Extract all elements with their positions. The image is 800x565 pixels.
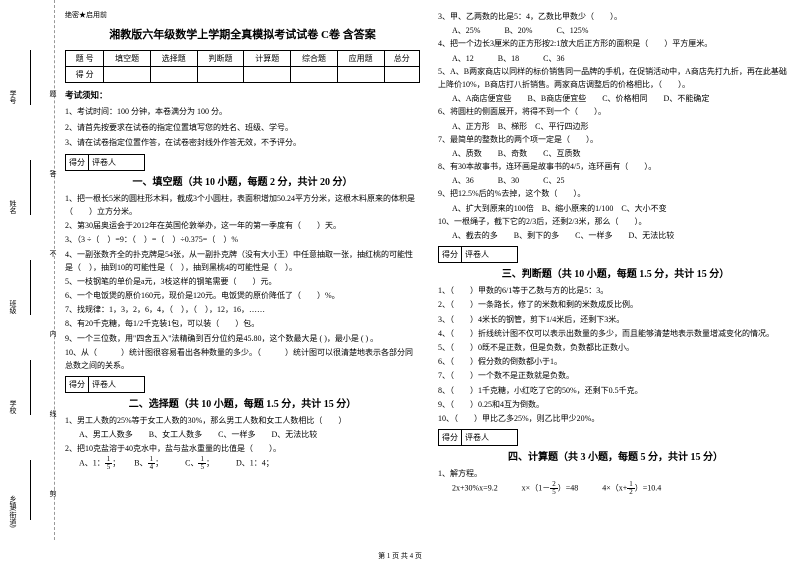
question: 5、A、B两家商店以同样的标价销售同一品牌的手机，在促销活动中，A商店先打九折，… — [438, 65, 793, 91]
question: 10、（ ）甲比乙多25%，则乙比甲少20%。 — [438, 412, 793, 425]
th: 应用题 — [337, 51, 384, 67]
bind-line — [30, 260, 31, 315]
options: A、12 B、18 C、36 — [438, 52, 793, 65]
score-label: 得分 — [66, 377, 89, 392]
bind-label-id: 学号 — [8, 90, 18, 104]
th: 综合题 — [291, 51, 338, 67]
exam-title: 湘教版六年级数学上学期全真模拟考试试卷 C卷 含答案 — [65, 26, 420, 42]
options: A、扩大到原来的100倍 B、缩小原来的1/100 C、大小不变 — [438, 202, 793, 215]
question: 9、一个三位数，用"四舍五入"法精确到百分位约是45.80，这个数最大是 ( )… — [65, 332, 420, 345]
cut-text: 剪 — [48, 490, 58, 497]
question: 3、（ ）4米长的钢管，剪下1/4米后，还剩下3米。 — [438, 313, 793, 326]
notice-item: 3、请在试卷指定位置作答，在试卷密封线外作答无效，不予评分。 — [65, 136, 420, 150]
section-score-box: 得分 评卷人 — [438, 429, 518, 446]
no-text: 不 — [48, 250, 58, 257]
question: 9、把12.5%后的%去掉，这个数（ ）。 — [438, 187, 793, 200]
th: 总分 — [384, 51, 419, 67]
section-score-box: 得分 评卷人 — [65, 376, 145, 393]
question: 3、（3 ÷（ ）=9：（ ）=（ ）÷0.375=（ ）% — [65, 233, 420, 246]
table-row: 得 分 — [66, 67, 420, 83]
equations: 2x+30%x=9.2 x×（1－25）=48 4×（x+12）=10.4 — [438, 481, 793, 496]
question: 3、甲、乙两数的比是5：4，乙数比甲数少（ ）。 — [438, 10, 793, 23]
question: 1、解方程。 — [438, 467, 793, 480]
score-table: 题 号 填空题 选择题 判断题 计算题 综合题 应用题 总分 得 分 — [65, 50, 420, 83]
section-score-box: 得分 评卷人 — [438, 246, 518, 263]
question: 5、（ ）0既不是正数，但是负数，负数都比正数小。 — [438, 341, 793, 354]
question: 8、（ ）1千克糖，小红吃了它的50%，还剩下0.5千克。 — [438, 384, 793, 397]
section-2-title: 二、选择题（共 10 小题，每题 1.5 分，共计 15 分） — [65, 395, 420, 410]
question: 7、（ ）一个数不是正数就是负数。 — [438, 369, 793, 382]
binding-column: 乡镇(街道) 学校 班级 姓名 学号 剪 线 内 不 答 题 — [0, 0, 55, 540]
question: 1、把一根长5米的圆柱形木料，截成3个小圆柱，表面积增加50.24平方分米，这根… — [65, 192, 420, 218]
score-label: 得分 — [439, 247, 462, 262]
bind-line — [30, 360, 31, 415]
notice-heading: 考试须知： — [65, 89, 420, 101]
page-footer: 第 1 页 共 4 页 — [0, 551, 800, 561]
th: 填空题 — [104, 51, 151, 67]
bind-label-school: 学校 — [8, 400, 18, 414]
section-score-box: 得分 评卷人 — [65, 154, 145, 171]
question: 10、一根绳子，截下它的2/3后，还剩2/3米，那么（ ）。 — [438, 215, 793, 228]
options: A、男工人数多 B、女工人数多 C、一样多 D、无法比较 — [65, 428, 420, 441]
question: 6、一个电饭煲的原价160元，现价是120元。电饭煲的原价降低了（ ）%。 — [65, 289, 420, 302]
bind-label-class: 班级 — [8, 300, 18, 314]
options: A、25% B、20% C、125% — [438, 24, 793, 37]
options: A、截去的多 B、剩下的多 C、一样多 D、无法比较 — [438, 229, 793, 242]
section-4-title: 四、计算题（共 3 小题，每题 5 分，共计 15 分） — [438, 448, 793, 463]
left-column: 绝密★启用前 湘教版六年级数学上学期全真模拟考试试卷 C卷 含答案 题 号 填空… — [65, 10, 420, 496]
question: 4、一副张数齐全的扑克牌是54张，从一副扑克牌（没有大小王）中任意抽取一张，抽红… — [65, 248, 420, 274]
question: 6、将圆柱的侧面展开，将得不到一个（ ）。 — [438, 105, 793, 118]
question: 2、第30届奥运会于2012年在英国伦敦举办，这一年的第一季度有（ ）天。 — [65, 219, 420, 232]
options: A、质数 B、奇数 C、互质数 — [438, 147, 793, 160]
marker-label: 评卷人 — [462, 247, 517, 262]
th: 计算题 — [244, 51, 291, 67]
table-row: 题 号 填空题 选择题 判断题 计算题 综合题 应用题 总分 — [66, 51, 420, 67]
notice-item: 1、考试时间：100 分钟，本卷满分为 100 分。 — [65, 105, 420, 119]
question: 6、（ ）假分数的倒数都小于1。 — [438, 355, 793, 368]
question: 1、（ ）甲数的6/1等于乙数与方的比是5：3。 — [438, 284, 793, 297]
question: 7、找规律：1，3，2，6，4，（ ），（ ），12，16，…… — [65, 303, 420, 316]
marker-label: 评卷人 — [462, 430, 517, 445]
section-3-title: 三、判断题（共 10 小题，每题 1.5 分，共计 15 分） — [438, 265, 793, 280]
secret-label: 绝密★启用前 — [65, 10, 420, 20]
bind-line — [30, 460, 31, 520]
question: 8、有30本故事书，连环画是故事书的4/5，连环画有（ ）。 — [438, 160, 793, 173]
question: 8、有20千克糖，每1/2千克装1包，可以装（ ）包。 — [65, 317, 420, 330]
options: A、36 B、30 C、25 — [438, 174, 793, 187]
section-1-title: 一、填空题（共 10 小题，每题 2 分，共计 20 分） — [65, 173, 420, 188]
td: 得 分 — [66, 67, 104, 83]
question: 2、（ ）一条路长，修了的米数和剩的米数成反比例。 — [438, 298, 793, 311]
ti-text: 题 — [48, 90, 58, 97]
question: 7、最简单的整数比的两个项一定是（ ）。 — [438, 133, 793, 146]
bind-label-name: 姓名 — [8, 200, 18, 214]
marker-label: 评卷人 — [89, 377, 144, 392]
marker-label: 评卷人 — [89, 155, 144, 170]
inside-text: 内 — [48, 330, 58, 337]
th: 判断题 — [197, 51, 244, 67]
options: A、1：15； B、14； C、15； D、1：4； — [65, 456, 420, 471]
bind-line — [30, 160, 31, 215]
right-column: 3、甲、乙两数的比是5：4，乙数比甲数少（ ）。 A、25% B、20% C、1… — [438, 10, 793, 496]
th: 题 号 — [66, 51, 104, 67]
bind-line — [30, 50, 31, 105]
question: 10、从（ ）统计图很容易看出各种数量的多少。（ ）统计图可以很清楚地表示各部分… — [65, 346, 420, 372]
options: A、A商店便宜些 B、B商店便宜些 C、价格相同 D、不能确定 — [438, 92, 793, 105]
question: 1、男工人数的25%等于女工人数的30%，那么男工人数和女工人数相比（ ） — [65, 414, 420, 427]
question: 9、（ ）0.25和4互为倒数。 — [438, 398, 793, 411]
ans-text: 答 — [48, 170, 58, 177]
line-text: 线 — [48, 410, 58, 417]
th: 选择题 — [150, 51, 197, 67]
question: 4、（ ）折线统计图不仅可以表示出数量的多少，而且能够清楚地表示数量增减变化的情… — [438, 327, 793, 340]
bind-label-town: 乡镇(街道) — [8, 495, 18, 528]
question: 5、一枝钢笔的单价是a元，3枝这样的钢笔需要（ ）元。 — [65, 275, 420, 288]
question: 4、把一个边长3厘米的正方形按2:1放大后正方形的面积是（ ）平方厘米。 — [438, 37, 793, 50]
score-label: 得分 — [439, 430, 462, 445]
question: 2、把10克盐溶于40克水中，盐与盐水重量的比值是（ ）。 — [65, 442, 420, 455]
options: A、正方形 B、梯形 C、平行四边形 — [438, 120, 793, 133]
page-content: 绝密★启用前 湘教版六年级数学上学期全真模拟考试试卷 C卷 含答案 题 号 填空… — [65, 10, 795, 496]
score-label: 得分 — [66, 155, 89, 170]
notice-item: 2、请首先按要求在试卷的指定位置填写您的姓名、班级、学号。 — [65, 121, 420, 135]
